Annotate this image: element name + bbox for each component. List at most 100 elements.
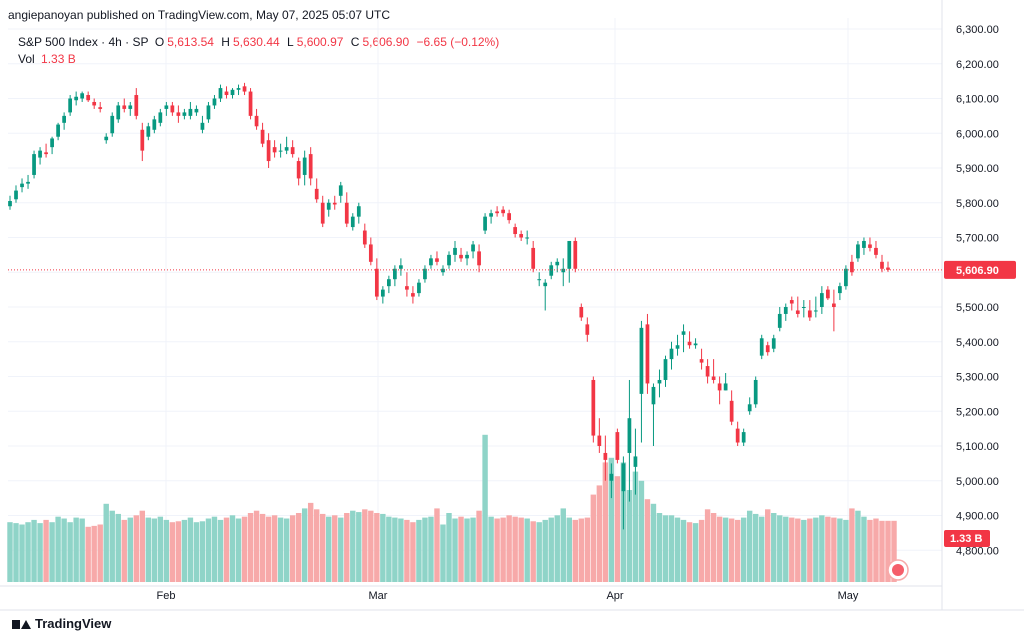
y-tick-label: 4,900.00 xyxy=(956,511,999,523)
volume-bar xyxy=(332,515,338,582)
volume-bar xyxy=(37,523,43,582)
candle-body xyxy=(741,432,746,443)
volume-bar xyxy=(716,516,723,582)
volume-bar xyxy=(873,518,879,582)
candle-body xyxy=(56,124,60,137)
candle-body xyxy=(591,379,596,436)
candle-body xyxy=(507,213,512,221)
candle-body xyxy=(362,230,367,245)
volume-bar xyxy=(548,517,554,582)
candle-body xyxy=(170,105,175,113)
high-value: 5,630.44 xyxy=(232,35,280,49)
candle-body xyxy=(206,105,211,120)
volume-bar xyxy=(674,517,681,582)
candle-body xyxy=(765,345,770,353)
volume-bar xyxy=(446,513,452,582)
candle-body xyxy=(164,105,169,109)
volume-bar xyxy=(476,510,482,582)
candle-body xyxy=(116,105,121,120)
volume-bar xyxy=(368,510,374,582)
volume-bar xyxy=(73,517,79,582)
candle-body xyxy=(405,286,409,290)
volume-bar xyxy=(253,510,260,582)
candle-body xyxy=(675,345,680,349)
volume-bar xyxy=(307,502,314,582)
volume-bar xyxy=(169,522,176,582)
candle-body xyxy=(645,324,650,384)
candle-body xyxy=(513,227,518,235)
volume-bar xyxy=(813,517,819,582)
candle-body xyxy=(856,244,860,259)
candle-body xyxy=(50,138,54,148)
candle-body xyxy=(519,234,524,238)
volume-bar xyxy=(843,519,849,582)
candle-body xyxy=(537,279,542,281)
volume-bar xyxy=(855,510,861,582)
volume-bar xyxy=(560,508,566,582)
volume-bar xyxy=(891,520,897,582)
volume-bar xyxy=(740,517,747,582)
candle-body xyxy=(573,240,578,269)
volume-bar xyxy=(777,515,783,582)
candle-body xyxy=(531,247,536,269)
candle-body xyxy=(807,310,812,318)
volume-label[interactable]: Vol xyxy=(18,52,35,66)
candle-body xyxy=(850,261,854,273)
volume-bar xyxy=(223,517,230,582)
candle-body xyxy=(350,216,355,228)
volume-bar xyxy=(199,521,206,582)
low-value: 5,600.97 xyxy=(296,35,344,49)
volume-bar xyxy=(867,519,873,582)
volume-bar xyxy=(313,509,320,582)
y-tick-label: 6,200.00 xyxy=(956,59,999,71)
y-tick-label: 5,400.00 xyxy=(956,337,999,349)
symbol-label[interactable]: S&P 500 Index · 4h · SP xyxy=(18,35,149,49)
high-label: H xyxy=(221,35,230,49)
candle-body xyxy=(320,202,325,224)
volume-bar xyxy=(614,476,621,582)
candle-body xyxy=(777,313,782,328)
candle-body xyxy=(332,202,337,205)
volume-bar xyxy=(518,517,524,582)
candle-body xyxy=(417,282,421,294)
volume-bar xyxy=(398,518,404,582)
x-tick-label: Apr xyxy=(606,590,623,602)
candle-body xyxy=(453,247,457,255)
volume-bar xyxy=(795,518,801,582)
volume-bar xyxy=(530,521,536,582)
ohlc-row: S&P 500 Index · 4h · SP O 5,613.54 H 5,630… xyxy=(18,34,503,51)
last-price-tag xyxy=(944,260,1016,279)
candle-body xyxy=(230,89,235,96)
candle-body xyxy=(284,147,289,151)
candle-body xyxy=(272,147,277,153)
volume-bar xyxy=(97,524,103,582)
candle-body xyxy=(477,251,481,266)
volume-bar xyxy=(43,519,49,582)
candle-body xyxy=(140,129,145,151)
volume-bar xyxy=(464,518,470,582)
volume-bar xyxy=(638,480,645,582)
candle-body xyxy=(296,161,301,179)
volume-bar xyxy=(7,522,13,582)
volume-bar xyxy=(644,499,651,582)
volume-bar xyxy=(680,519,687,582)
volume-bar xyxy=(295,513,302,582)
volume-bar xyxy=(320,513,326,582)
volume-bar xyxy=(380,513,386,582)
volume-bar xyxy=(157,516,164,582)
volume-bar xyxy=(470,517,476,582)
candle-body xyxy=(874,247,878,255)
candle-body xyxy=(423,268,427,280)
volume-bar xyxy=(205,518,212,582)
candle-body xyxy=(471,244,475,252)
volume-bar xyxy=(861,516,867,582)
candle-body xyxy=(80,93,85,99)
volume-bar xyxy=(79,518,85,582)
volume-bar xyxy=(765,509,771,582)
volume-bar xyxy=(127,517,133,582)
candle-body xyxy=(795,310,800,314)
volume-bar xyxy=(404,519,410,582)
volume-bar xyxy=(728,518,735,582)
tradingview-brand[interactable]: TradingView xyxy=(12,616,111,631)
